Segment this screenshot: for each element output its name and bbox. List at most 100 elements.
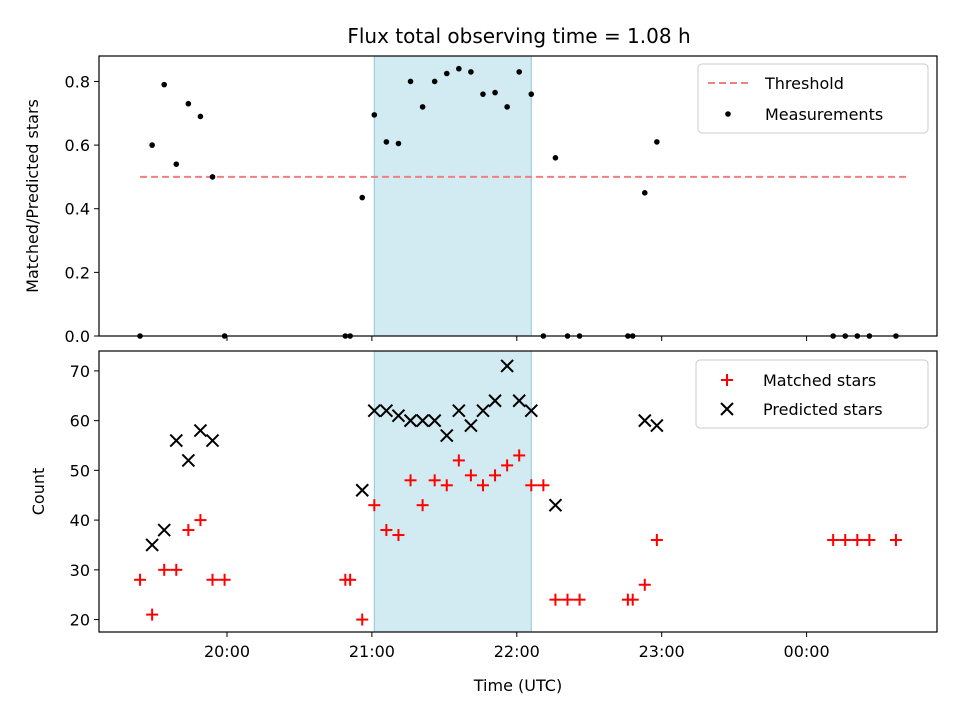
matched-star-point xyxy=(561,593,574,606)
x-tick-label: 23:00 xyxy=(639,642,685,661)
measurement-point xyxy=(161,81,168,88)
matched-star-point xyxy=(851,533,864,546)
predicted-star-point xyxy=(355,483,369,497)
predicted-star-point xyxy=(379,403,394,418)
matched-star-point xyxy=(368,499,381,512)
predicted-star-point xyxy=(427,413,442,428)
observing-window-shade xyxy=(373,55,532,337)
matched-star-point xyxy=(501,459,514,472)
predicted-star-point xyxy=(524,403,538,418)
matched-star-point xyxy=(404,474,417,487)
x-tick-label: 20:00 xyxy=(204,642,250,661)
measurement-point xyxy=(209,174,216,180)
matched-star-point xyxy=(452,454,465,467)
matched-star-point xyxy=(170,563,183,576)
matched-star-point xyxy=(206,573,219,586)
legend-measurements-swatch xyxy=(725,111,731,117)
matched-star-point xyxy=(416,499,429,512)
matched-star-point xyxy=(573,593,586,606)
legend-matched-swatch xyxy=(721,374,733,386)
predicted-star-point xyxy=(367,403,382,418)
predicted-star-point xyxy=(440,428,454,443)
predicted-star-point xyxy=(464,418,478,433)
matched-star-point xyxy=(182,524,195,537)
bottom-legend: Matched stars Predicted stars xyxy=(695,359,929,429)
matched-star-point xyxy=(428,474,441,487)
predicted-star-point xyxy=(512,394,526,408)
measurement-point xyxy=(359,194,366,201)
x-axis-label: Time (UTC) xyxy=(473,676,562,695)
legend-matched-label: Matched stars xyxy=(763,371,876,390)
measurement-point xyxy=(419,104,426,110)
matched-star-point xyxy=(194,514,207,527)
y-tick-label: 0.4 xyxy=(65,200,90,219)
matched-star-point xyxy=(537,479,550,492)
matched-star-point xyxy=(356,613,369,626)
predicted-star-point xyxy=(638,413,652,428)
matched-star-point xyxy=(476,479,489,492)
matched-star-point xyxy=(525,479,538,492)
predicted-star-point xyxy=(181,453,196,468)
y-tick-label: 50 xyxy=(70,461,90,480)
chart-title: Flux total observing time = 1.08 h xyxy=(347,24,690,48)
measurement-point xyxy=(654,139,660,145)
matched-star-point xyxy=(392,529,405,542)
top-legend-box xyxy=(697,63,929,134)
predicted-star-point xyxy=(548,498,563,512)
matched-star-point xyxy=(513,449,526,462)
y-tick-label: 30 xyxy=(70,561,90,580)
predicted-star-point xyxy=(488,394,502,408)
predicted-star-point xyxy=(145,538,159,552)
measurement-point xyxy=(407,78,414,85)
matched-star-point xyxy=(889,533,902,546)
matched-star-point xyxy=(638,578,651,591)
measurement-point xyxy=(456,65,462,72)
predicted-star-point xyxy=(193,423,208,438)
measurement-point xyxy=(480,91,486,97)
y-tick-label: 70 xyxy=(70,362,90,381)
matched-star-point xyxy=(344,573,357,586)
matched-star-point xyxy=(440,479,453,492)
count-panel: 20 30 40 50 60 70 20:00 21:00 22:00 23:00 00:00 C… xyxy=(29,350,938,695)
measurement-point xyxy=(173,161,180,167)
measurement-point xyxy=(492,89,498,96)
legend-threshold-label: Threshold xyxy=(764,74,844,93)
matched-star-point xyxy=(549,593,562,606)
predicted-star-point xyxy=(650,418,664,433)
predicted-star-point xyxy=(157,523,171,537)
measurement-point xyxy=(383,139,390,145)
measurement-point xyxy=(149,142,155,148)
measurement-point xyxy=(371,112,378,118)
x-tick-label: 00:00 xyxy=(784,642,830,661)
matched-star-point xyxy=(158,563,171,576)
predicted-star-point xyxy=(452,403,466,418)
predicted-star-point xyxy=(415,413,430,428)
measurement-point xyxy=(641,190,648,196)
measurement-point xyxy=(197,113,204,120)
x-tick-label: 22:00 xyxy=(494,642,540,661)
bottom-y-axis-label: Count xyxy=(29,468,48,516)
y-tick-label: 0.6 xyxy=(65,136,90,155)
legend-predicted-swatch xyxy=(720,402,734,416)
matched-star-point xyxy=(218,573,231,586)
matched-star-point xyxy=(839,533,852,546)
matched-star-point xyxy=(863,533,876,546)
top-axes-frame xyxy=(98,55,938,337)
matched-star-point xyxy=(626,593,639,606)
predicted-star-point xyxy=(169,433,183,448)
y-tick-label: 0.2 xyxy=(65,263,90,282)
matched-star-point xyxy=(380,524,393,537)
matched-star-point xyxy=(146,608,159,621)
y-tick-label: 0.8 xyxy=(65,72,90,91)
bottom-legend-box xyxy=(695,359,929,429)
ratio-panel: Flux total observing time = 1.08 h 0.0 0.… xyxy=(23,24,938,346)
predicted-star-point xyxy=(403,413,418,428)
predicted-star-point xyxy=(476,403,490,418)
top-y-axis-label: Matched/Predicted stars xyxy=(23,99,42,293)
measurement-point xyxy=(185,100,192,107)
measurement-point xyxy=(516,69,523,75)
top-legend: Threshold Measurements xyxy=(697,63,929,134)
legend-predicted-label: Predicted stars xyxy=(763,400,883,419)
predicted-star-point xyxy=(500,359,514,373)
legend-measurements-label: Measurements xyxy=(765,105,883,124)
